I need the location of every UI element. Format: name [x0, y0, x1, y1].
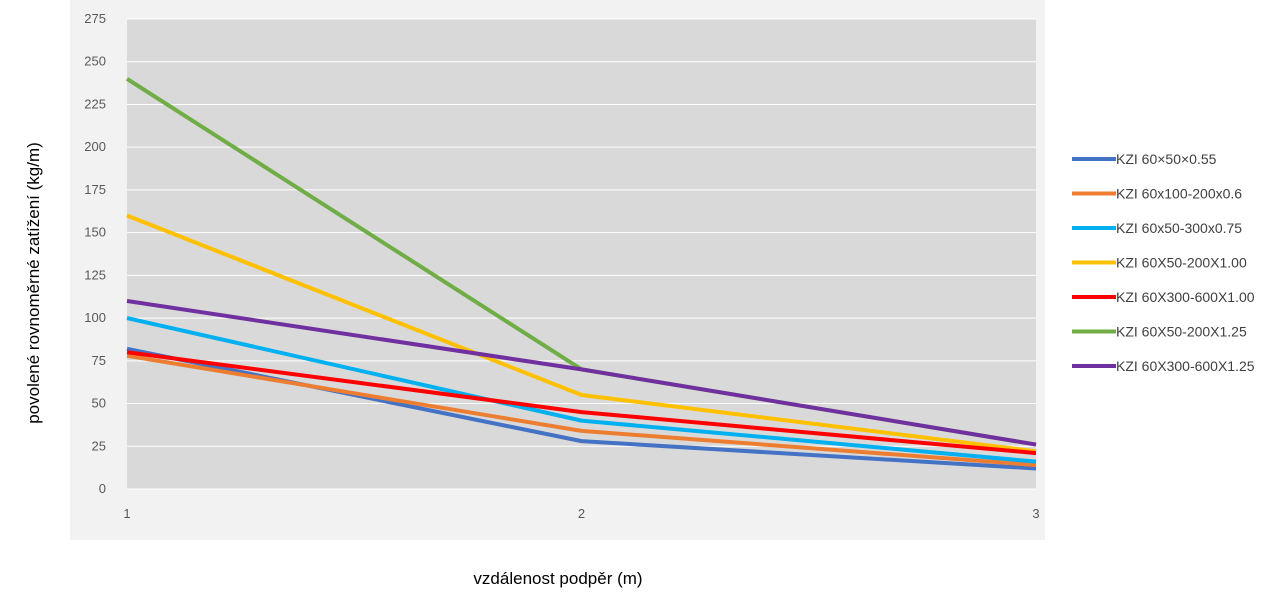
legend-label: KZI 60×50×0.55 [1116, 151, 1217, 167]
y-tick-label: 250 [84, 54, 106, 69]
legend-item: KZI 60x50-300x0.75 [1072, 220, 1242, 236]
y-axis-title: povolené rovnoměrné zatížení (kg/m) [24, 142, 43, 424]
legend-item: KZI 60X300-600X1.25 [1072, 358, 1255, 374]
legend-item: KZI 60X50-200X1.00 [1072, 255, 1247, 271]
y-axis-ticks: 0 25 50 75 100 125 150 175 200 225 250 275 [84, 11, 106, 496]
x-tick-label: 2 [578, 506, 585, 521]
legend-item: KZI 60X300-600X1.00 [1072, 289, 1255, 305]
legend-label: KZI 60X300-600X1.25 [1116, 358, 1255, 374]
y-tick-label: 150 [84, 225, 106, 240]
legend: KZI 60×50×0.55 KZI 60x100-200x0.6 KZI 60x5… [1072, 151, 1255, 374]
series-line [126, 213, 1037, 454]
y-tick-label: 0 [99, 481, 106, 496]
y-tick-label: 225 [84, 96, 106, 111]
legend-label: KZI 60x50-300x0.75 [1116, 220, 1242, 236]
y-tick-label: 100 [84, 310, 106, 325]
series-line [126, 316, 1037, 464]
plot-area [127, 19, 1036, 489]
series-line [126, 350, 1037, 456]
y-tick-label: 125 [84, 267, 106, 282]
series-line [126, 353, 1037, 468]
y-tick-label: 200 [84, 139, 106, 154]
x-tick-label: 1 [123, 506, 130, 521]
gridlines [127, 18, 1036, 490]
x-axis-ticks: 1 2 3 [123, 506, 1039, 521]
series-lines [125, 77, 1037, 471]
y-tick-label: 275 [84, 11, 106, 26]
legend-item: KZI 60x100-200x0.6 [1072, 186, 1242, 202]
series-line [126, 299, 1037, 447]
y-tick-label: 50 [92, 396, 106, 411]
legend-label: KZI 60X50-200X1.00 [1116, 255, 1247, 271]
legend-label: KZI 60X50-200X1.25 [1116, 324, 1247, 340]
y-tick-label: 175 [84, 182, 106, 197]
y-tick-label: 25 [92, 438, 106, 453]
legend-label: KZI 60X300-600X1.00 [1116, 289, 1255, 305]
x-tick-label: 3 [1032, 506, 1039, 521]
legend-item: KZI 60×50×0.55 [1072, 151, 1217, 167]
y-tick-label: 75 [92, 353, 106, 368]
x-axis-title: vzdálenost podpěr (m) [473, 569, 642, 588]
legend-label: KZI 60x100-200x0.6 [1116, 186, 1242, 202]
legend-item: KZI 60X50-200X1.25 [1072, 324, 1247, 340]
